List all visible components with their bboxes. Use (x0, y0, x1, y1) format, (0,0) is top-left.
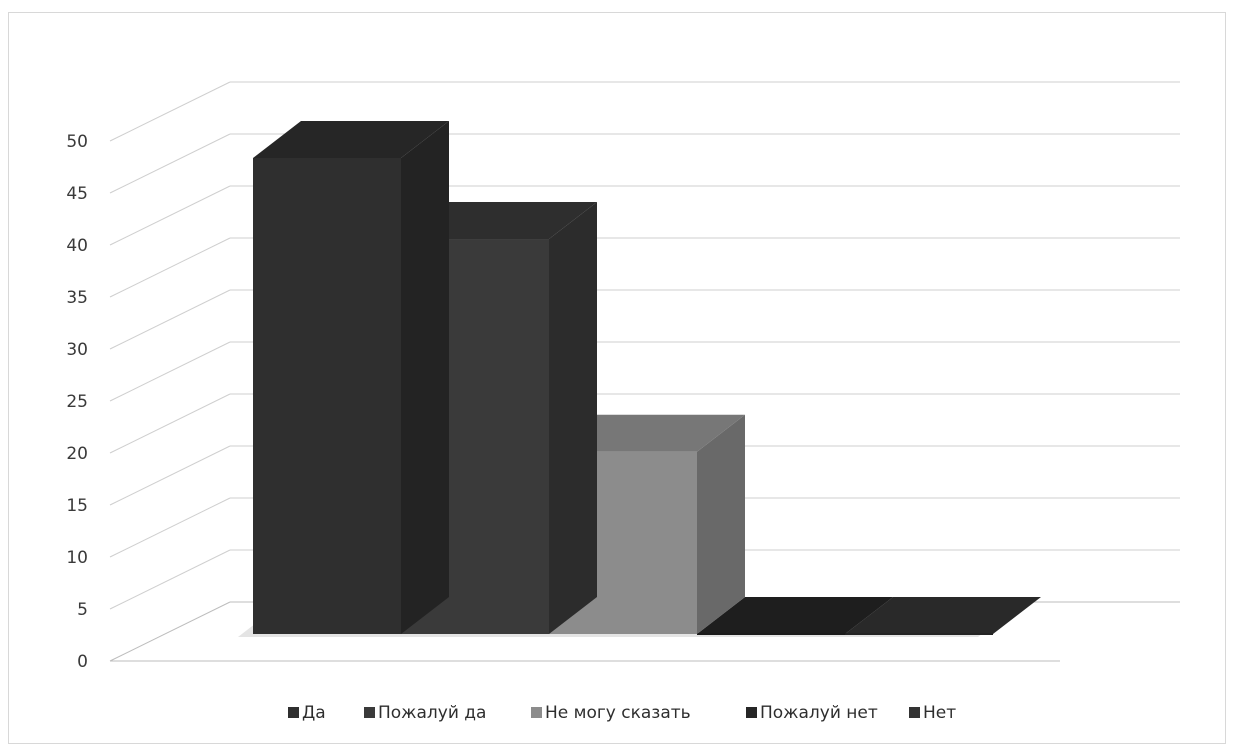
gridline-depth (110, 602, 230, 661)
y-tick-label: 35 (66, 288, 88, 308)
legend-item: Да (288, 703, 326, 723)
y-tick-label: 30 (66, 340, 88, 360)
bar-side (549, 202, 597, 634)
gridline-depth (110, 498, 230, 557)
gridline-depth (110, 342, 230, 401)
legend-item: Не могу сказать (531, 703, 691, 723)
bar-side (401, 121, 449, 634)
y-tick-label: 50 (66, 132, 88, 152)
y-tick-label: 5 (77, 600, 88, 620)
legend-swatch (531, 707, 542, 718)
legend-label: Не могу сказать (545, 703, 691, 723)
bar-side (697, 415, 745, 634)
bar-front (253, 158, 401, 634)
bar (253, 121, 449, 634)
legend-swatch (909, 707, 920, 718)
legend-item: Пожалуй нет (746, 703, 878, 723)
legend-item: Пожалуй да (364, 703, 486, 723)
y-axis: 0 5 10 15 20 25 30 35 40 45 50 (66, 132, 88, 672)
y-tick-label: 45 (66, 184, 88, 204)
y-tick-label: 15 (66, 496, 88, 516)
gridline-depth (110, 186, 230, 245)
y-tick-label: 20 (66, 444, 88, 464)
gridline-depth (110, 290, 230, 349)
gridline-depth (110, 446, 230, 505)
bars (238, 121, 1041, 637)
legend-item: Нет (909, 703, 956, 723)
gridline-depth (110, 550, 230, 609)
legend-label: Пожалуй да (378, 703, 486, 723)
legend-swatch (364, 707, 375, 718)
legend: Да Пожалуй да Не могу сказать Пожалуй нет Не… (288, 703, 956, 723)
y-tick-label: 40 (66, 236, 88, 256)
legend-swatch (746, 707, 757, 718)
y-tick-label: 0 (77, 652, 88, 672)
gridline-depth (110, 82, 230, 141)
y-tick-label: 25 (66, 392, 88, 412)
legend-label: Нет (923, 703, 956, 723)
legend-label: Да (302, 703, 326, 723)
legend-swatch (288, 707, 299, 718)
gridline-depth (110, 394, 230, 453)
gridline-depth (110, 134, 230, 193)
gridline-depth (110, 238, 230, 297)
y-tick-label: 10 (66, 548, 88, 568)
legend-label: Пожалуй нет (760, 703, 878, 723)
